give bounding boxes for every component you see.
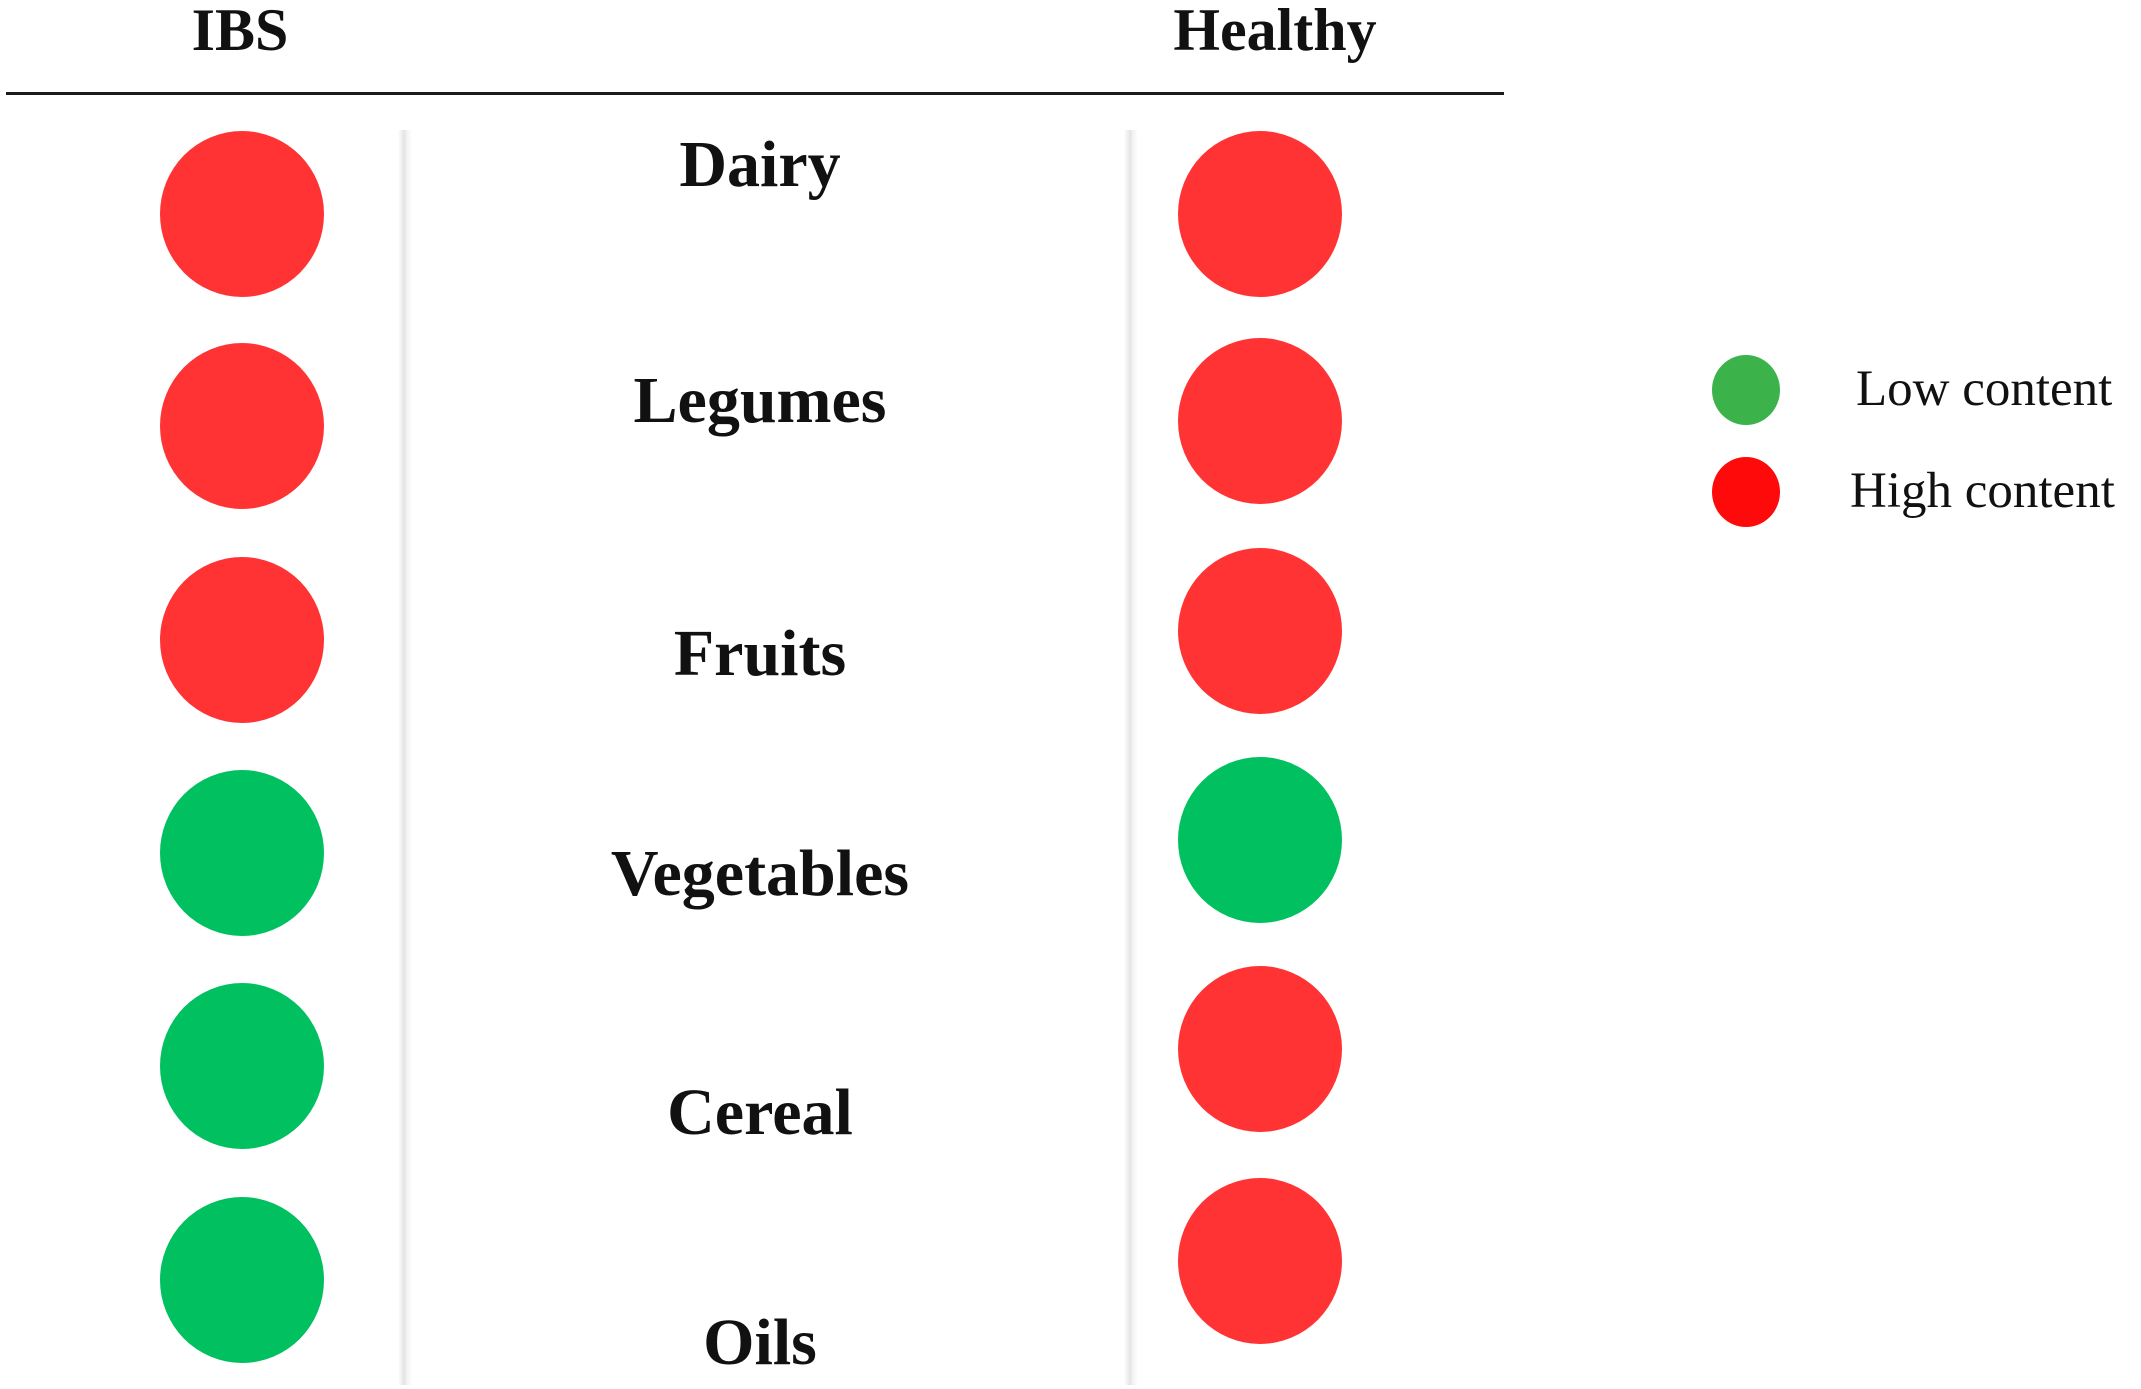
ibs-dot-oils [160, 1197, 324, 1363]
food-row-cereal: Cereal [0, 966, 1500, 1153]
ibs-dot-vegetables [160, 770, 324, 936]
legend-high-label: High content [1850, 463, 2115, 519]
healthy-dot-cereal [1178, 966, 1342, 1132]
right-divider [1124, 130, 1138, 1385]
food-label-legumes: Legumes [633, 364, 887, 437]
ibs-column-header: IBS [191, 0, 289, 63]
healthy-dot-vegetables [1178, 757, 1342, 923]
healthy-dot-fruits [1178, 548, 1342, 714]
food-label-dairy: Dairy [679, 128, 841, 201]
food-label-vegetables: Vegetables [610, 837, 910, 910]
healthy-dot-oils [1178, 1178, 1342, 1344]
food-row-dairy: Dairy [0, 128, 1500, 301]
food-label-cereal: Cereal [667, 1076, 853, 1149]
food-row-fruits: Fruits [0, 548, 1500, 727]
food-label-oils: Oils [703, 1306, 817, 1379]
healthy-dot-dairy [1178, 131, 1342, 297]
food-row-legumes: Legumes [0, 338, 1500, 513]
food-row-oils: Oils [0, 1178, 1500, 1379]
ibs-dot-legumes [160, 343, 324, 509]
left-divider [398, 130, 412, 1385]
food-label-fruits: Fruits [673, 617, 847, 690]
ibs-dot-cereal [160, 983, 324, 1149]
ibs-dot-dairy [160, 131, 324, 297]
ibs-dot-fruits [160, 557, 324, 723]
legend-low-label: Low content [1856, 361, 2113, 417]
header-rule [6, 92, 1504, 95]
healthy-dot-legumes [1178, 338, 1342, 504]
healthy-column-header: Healthy [1173, 0, 1377, 63]
legend-high-swatch [1712, 457, 1780, 527]
legend-low-swatch [1712, 355, 1780, 425]
food-row-vegetables: Vegetables [0, 757, 1500, 940]
